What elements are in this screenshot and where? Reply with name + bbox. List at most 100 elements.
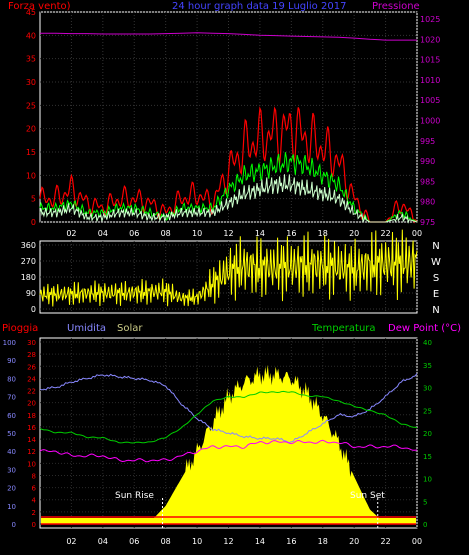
wind-left-tick: 0 — [31, 218, 36, 227]
pressure-right-tick: 1000 — [420, 117, 440, 126]
solar-area — [40, 364, 417, 524]
temp-tick: 20 — [423, 430, 432, 438]
temp-tick: 35 — [423, 362, 432, 370]
rain-tick: 16 — [27, 424, 36, 432]
humidity-tick: 40 — [7, 448, 16, 456]
pressure-right-tick: 1015 — [420, 56, 440, 65]
weather-x-tick: 08 — [161, 537, 171, 546]
rain-tick: 0 — [32, 521, 36, 529]
temp-tick: 5 — [423, 498, 427, 506]
weather-x-tick: 14 — [255, 537, 265, 546]
solar-label: Solar — [117, 323, 143, 334]
temp-tick: 10 — [423, 476, 432, 484]
wind-x-tick: 18 — [318, 229, 328, 238]
humidity-tick: 60 — [7, 412, 16, 420]
speed-series-line — [39, 152, 418, 223]
weather-x-tick: 06 — [129, 537, 139, 546]
wind-left-tick: 20 — [26, 125, 36, 134]
wind-grid — [40, 11, 418, 223]
direction-series-line — [39, 229, 418, 307]
wind-x-tick: 06 — [129, 229, 139, 238]
temperature-series-line — [39, 390, 418, 444]
direction-left-tick: 90 — [26, 289, 36, 298]
compass-label: W — [431, 257, 441, 268]
humidity-tick: 50 — [7, 430, 16, 438]
wind-left-tick: 35 — [26, 55, 36, 64]
humidity-tick: 90 — [7, 357, 16, 365]
temp-tick: 40 — [423, 339, 432, 347]
dewpoint-series-line — [39, 439, 418, 463]
dewpoint-label: Dew Point (°C) — [388, 323, 461, 334]
rain-tick: 24 — [27, 375, 36, 383]
gust-series-line — [39, 106, 418, 224]
weather-x-tick: 20 — [349, 537, 359, 546]
weather-x-tick: 00 — [412, 537, 422, 546]
weather-x-tick: 04 — [98, 537, 108, 546]
rain-label: Pioggia — [2, 323, 38, 334]
rain-baseline-fill — [41, 518, 416, 524]
pressure-right-tick: 1025 — [420, 15, 440, 24]
rain-tick: 2 — [32, 509, 36, 517]
wind-x-tick: 02 — [66, 229, 76, 238]
rain-tick: 14 — [27, 436, 36, 444]
wind-left-tick: 45 — [26, 8, 36, 17]
temperature-label: Temperatura — [311, 323, 376, 334]
rain-tick: 20 — [27, 400, 36, 408]
wind-left-tick: 30 — [26, 78, 36, 87]
compass-label: E — [433, 289, 439, 300]
wind-x-tick: 04 — [98, 229, 108, 238]
humidity-tick: 0 — [12, 521, 16, 529]
rain-tick: 30 — [27, 339, 36, 347]
temp-tick: 30 — [423, 385, 432, 393]
humidity-tick: 20 — [7, 485, 16, 493]
direction-left-tick: 270 — [21, 257, 36, 266]
direction-grid — [40, 241, 418, 313]
wind-left-tick: 10 — [26, 171, 36, 180]
weather-x-tick: 22 — [380, 537, 390, 546]
weather-x-tick: 02 — [66, 537, 76, 546]
wind-x-tick: 12 — [223, 229, 233, 238]
temp-tick: 0 — [423, 521, 427, 529]
humidity-tick: 80 — [7, 375, 16, 383]
wind-x-tick: 22 — [380, 229, 390, 238]
weather-x-tick: 18 — [318, 537, 328, 546]
weather-x-tick: 12 — [223, 537, 233, 546]
pressure-right-tick: 1020 — [420, 35, 440, 44]
avg-series-line — [39, 174, 418, 224]
weather-x-tick: 10 — [192, 537, 202, 546]
humidity-tick: 10 — [7, 503, 16, 511]
rain-tick: 12 — [27, 448, 36, 456]
rain-tick: 6 — [32, 485, 37, 493]
axis-labels: 4540353025201510501025102010151010100510… — [3, 8, 441, 546]
compass-label: S — [433, 273, 439, 284]
wind-left-tick: 25 — [26, 101, 36, 110]
pressure-right-tick: 985 — [420, 177, 435, 186]
humidity-tick: 70 — [7, 394, 16, 402]
wind-x-tick: 14 — [255, 229, 265, 238]
rain-tick: 18 — [27, 412, 36, 420]
rain-tick: 10 — [27, 460, 36, 468]
rain-tick: 26 — [27, 363, 36, 371]
pressure-series-line — [40, 32, 417, 41]
wind-x-tick: 16 — [286, 229, 296, 238]
wind-left-tick: 40 — [26, 31, 36, 40]
temp-tick: 25 — [423, 407, 432, 415]
weather-series — [39, 364, 418, 528]
wind-left-tick: 15 — [26, 148, 36, 157]
rain-tick: 28 — [27, 351, 36, 359]
pressure-label: Pressione — [372, 1, 420, 12]
pressure-right-tick: 1005 — [420, 96, 440, 105]
wind-x-tick: 10 — [192, 229, 202, 238]
pressure-right-tick: 995 — [420, 137, 435, 146]
rain-tick: 22 — [27, 388, 36, 396]
sun-set-label: Sun Set — [350, 491, 385, 501]
compass-label: N — [432, 241, 439, 252]
sun-rise-label: Sun Rise — [115, 491, 154, 501]
wind-x-tick: 20 — [349, 229, 359, 238]
humidity-tick: 100 — [3, 339, 16, 347]
direction-left-tick: 180 — [21, 273, 36, 282]
chart-title: 24 hour graph data 19 Luglio 2017 — [172, 1, 346, 12]
wind-series — [39, 32, 418, 224]
pressure-right-tick: 975 — [420, 218, 435, 227]
